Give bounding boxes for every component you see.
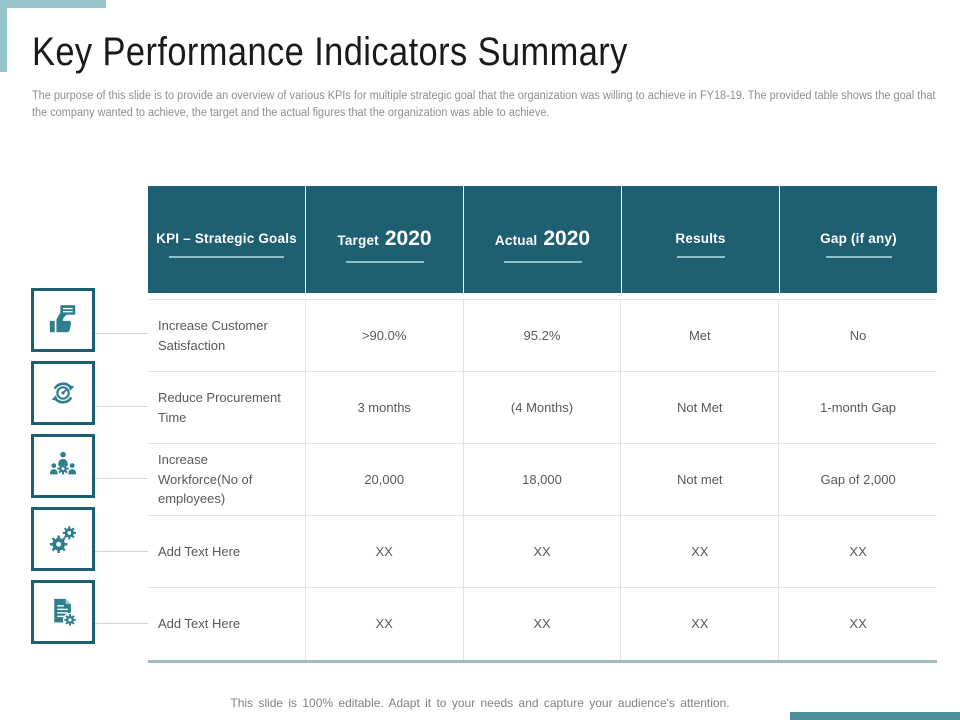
kpi-icon-box — [31, 288, 95, 352]
table-row: Increase Workforce(No of employees) 20,0… — [148, 444, 937, 516]
cell-target: 3 months — [306, 372, 464, 443]
row-connector-line — [95, 333, 148, 334]
header-underline — [676, 256, 725, 258]
slide-description: The purpose of this slide is to provide … — [32, 90, 936, 119]
cell-target: 20,000 — [306, 444, 464, 515]
column-header-target: Target 2020 — [306, 186, 463, 293]
column-header-text: Target 2020 — [337, 226, 432, 250]
cell-target: XX — [306, 516, 464, 587]
cell-kpi: Increase Workforce(No of employees) — [148, 444, 306, 515]
cell-kpi: Add Text Here — [148, 588, 306, 660]
header-underline — [345, 260, 424, 263]
table-row: Add Text Here XX XX XX XX — [148, 516, 937, 588]
table-row: Reduce Procurement Time 3 months (4 Mont… — [148, 372, 937, 444]
kpi-icon-box — [31, 580, 95, 644]
footer-note: This slide is 100% editable. Adapt it to… — [230, 696, 730, 710]
thumbs-up-comment-icon — [49, 305, 76, 333]
cell-actual: XX — [464, 516, 622, 587]
cell-result: XX — [621, 516, 780, 587]
gears-icon — [49, 526, 76, 553]
time-refresh-icon — [51, 382, 75, 404]
team-gear-icon — [49, 451, 77, 475]
cell-gap: XX — [849, 616, 867, 632]
column-header-kpi: KPI – Strategic Goals — [148, 186, 305, 293]
cell-kpi: Reduce Procurement Time — [148, 372, 306, 443]
cell-gap: 1-month Gap — [820, 399, 897, 415]
column-header-results: Results — [622, 186, 779, 293]
row-connector-line — [95, 551, 148, 552]
cell-result: XX — [621, 588, 780, 660]
column-header-text: Gap (if any) — [820, 231, 897, 246]
cell-actual: 18,000 — [464, 444, 622, 515]
cell-result: Not met — [621, 444, 780, 515]
cell-result: Met — [621, 300, 780, 371]
cell-gap: XX — [849, 543, 867, 559]
header-underline — [503, 260, 582, 263]
table-row: Increase Customer Satisfaction >90.0% 95… — [148, 300, 937, 372]
kpi-icon-box — [31, 434, 95, 498]
row-connector-line — [95, 406, 148, 407]
corner-decoration-top-bar — [5, 0, 106, 8]
cell-kpi: Add Text Here — [148, 516, 306, 587]
document-gear-icon — [54, 598, 77, 627]
cell-target: >90.0% — [306, 300, 464, 371]
cell-actual: XX — [464, 588, 622, 660]
table-body: Increase Customer Satisfaction >90.0% 95… — [148, 299, 937, 663]
column-header-actual: Actual 2020 — [464, 186, 621, 293]
row-connector-line — [95, 478, 148, 479]
bottom-right-decoration-bar — [790, 712, 960, 720]
table-row: Add Text Here XX XX XX XX — [148, 588, 937, 660]
column-header-text: Actual 2020 — [494, 226, 591, 250]
cell-result: Not Met — [621, 372, 780, 443]
column-header-gap: Gap (if any) — [780, 186, 937, 293]
kpi-icon-box — [31, 361, 95, 425]
cell-kpi: Increase Customer Satisfaction — [148, 300, 306, 371]
header-underline — [169, 256, 284, 258]
column-header-text: Results — [675, 231, 726, 246]
cell-gap: No — [849, 327, 867, 343]
table-header-row: KPI – Strategic Goals Target 2020 Actual… — [148, 186, 937, 293]
page-title: Key Performance Indicators Summary — [32, 30, 628, 74]
cell-target: XX — [306, 588, 464, 660]
header-underline — [825, 256, 892, 258]
cell-actual: 95.2% — [464, 300, 622, 371]
column-header-text: KPI – Strategic Goals — [156, 231, 297, 246]
cell-actual: (4 Months) — [464, 372, 622, 443]
kpi-icon-box — [31, 507, 95, 571]
corner-decoration-left-bar — [0, 0, 7, 72]
kpi-table: KPI – Strategic Goals Target 2020 Actual… — [148, 186, 937, 663]
row-connector-line — [95, 623, 148, 624]
cell-gap: Gap of 2,000 — [820, 471, 896, 487]
